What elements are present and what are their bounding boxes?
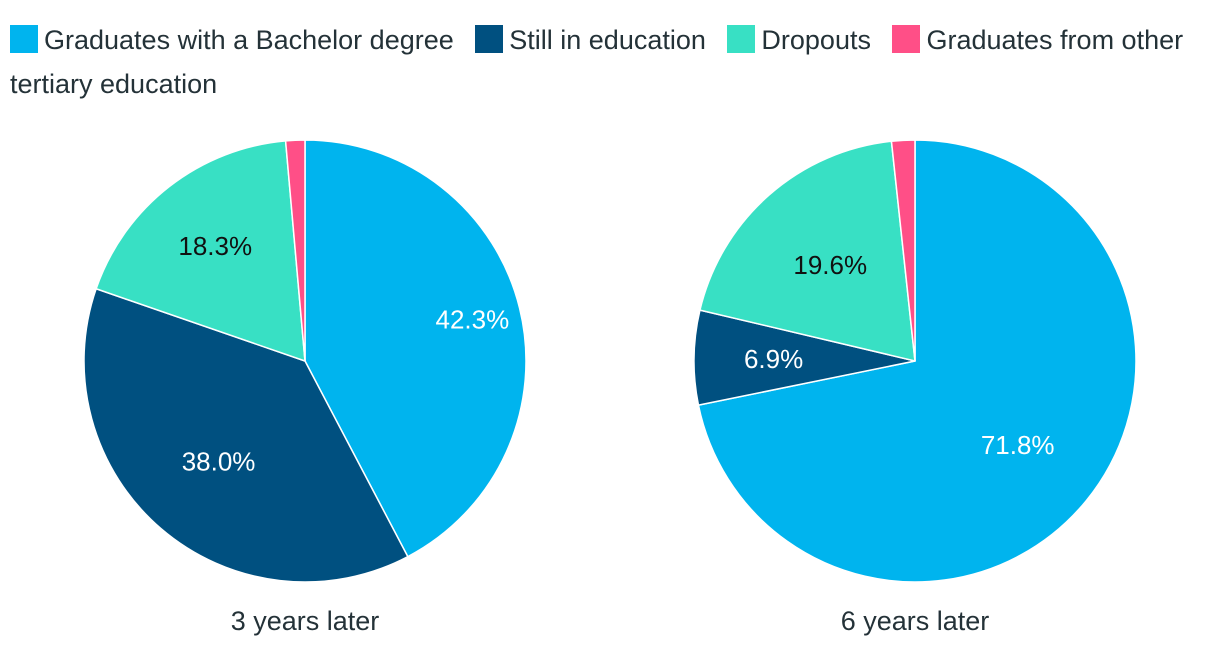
pie-title-6-years: 6 years later xyxy=(841,606,990,636)
legend-label-dropouts: Dropouts xyxy=(761,25,871,55)
legend-label-bachelor: Graduates with a Bachelor degree xyxy=(44,25,454,55)
legend-swatch-still-in-education xyxy=(475,25,504,53)
legend-swatch-dropouts xyxy=(727,25,756,53)
pie-slice-1-2[interactable] xyxy=(699,140,916,362)
legend-swatch-bachelor xyxy=(10,25,38,53)
legend: Graduates with a Bachelor degree Still i… xyxy=(10,18,1210,106)
pie-slice-1-3[interactable] xyxy=(890,139,916,362)
pie-slice-label-1-1: 6.9% xyxy=(744,344,803,374)
pie-slice-0-1[interactable] xyxy=(83,288,409,583)
pie-slice-label-0-2: 18.3% xyxy=(178,231,252,261)
legend-item-still-in-education[interactable]: Still in education xyxy=(475,18,706,62)
legend-label-other-tertiary: Graduates from other tertiary education xyxy=(10,25,1184,99)
legend-item-other-tertiary[interactable]: Graduates from other tertiary education xyxy=(10,25,1183,99)
legend-item-dropouts[interactable]: Dropouts xyxy=(727,18,871,62)
pie-title-3-years: 3 years later xyxy=(231,606,380,636)
legend-item-bachelor[interactable]: Graduates with a Bachelor degree xyxy=(10,18,454,62)
pie-chart-6-years: 71.8% 6.9% 19.6% xyxy=(693,139,1137,583)
pie-slice-label-1-0: 71.8% xyxy=(981,430,1055,460)
pie-slice-label-0-1: 38.0% xyxy=(182,447,256,477)
pie-slice-1-0[interactable] xyxy=(697,139,1137,583)
pie-chart-3-years: 42.3% 38.0% 18.3% xyxy=(83,139,527,583)
legend-label-still-in-education: Still in education xyxy=(509,25,706,55)
pie-slice-0-2[interactable] xyxy=(95,140,306,362)
pie-slice-label-0-0: 42.3% xyxy=(435,305,509,335)
pie-slice-0-3[interactable] xyxy=(284,139,306,362)
pie-slice-label-1-2: 19.6% xyxy=(793,250,867,280)
legend-swatch-other-tertiary xyxy=(892,25,921,53)
pie-slice-0-0[interactable] xyxy=(304,139,527,558)
